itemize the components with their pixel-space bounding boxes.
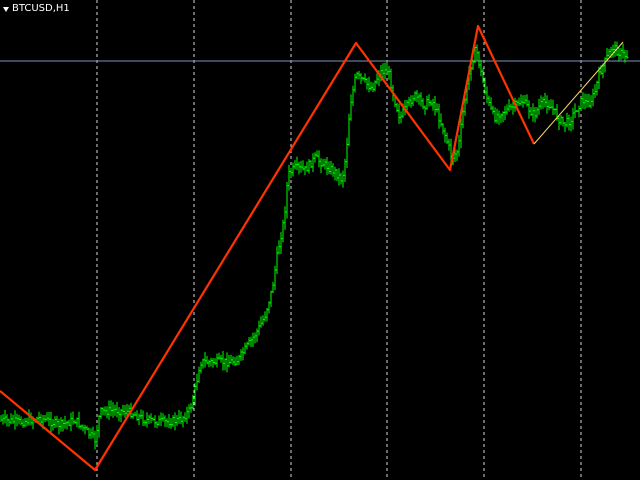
price-bars [0, 40, 629, 450]
zigzag-current-leg[interactable] [533, 41, 624, 145]
symbol-timeframe-label: BTCUSD,H1 [12, 3, 70, 14]
vertical-grid-lines [96, 0, 582, 480]
zigzag-indicator-line[interactable] [0, 24, 535, 472]
dropdown-triangle-icon[interactable] [3, 7, 9, 12]
chart-title[interactable]: BTCUSD,H1 [3, 3, 70, 15]
